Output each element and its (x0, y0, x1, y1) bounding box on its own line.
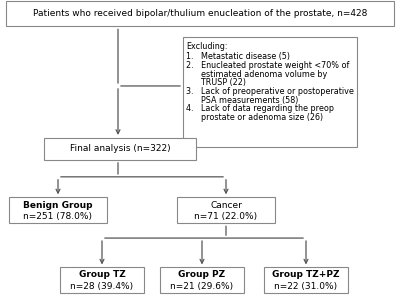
Text: Final analysis (n=322): Final analysis (n=322) (70, 144, 170, 154)
Text: 1.   Metastatic disease (5): 1. Metastatic disease (5) (186, 52, 290, 60)
Text: TRUSP (22): TRUSP (22) (186, 78, 246, 87)
FancyBboxPatch shape (6, 1, 394, 26)
FancyBboxPatch shape (60, 267, 144, 293)
Text: n=21 (29.6%): n=21 (29.6%) (170, 282, 234, 291)
Text: n=71 (22.0%): n=71 (22.0%) (194, 212, 258, 221)
Text: Group PZ: Group PZ (178, 270, 226, 279)
Text: n=28 (39.4%): n=28 (39.4%) (70, 282, 134, 291)
Text: Benign Group: Benign Group (23, 200, 93, 210)
FancyBboxPatch shape (177, 197, 275, 223)
Text: n=22 (31.0%): n=22 (31.0%) (274, 282, 338, 291)
FancyBboxPatch shape (44, 138, 196, 160)
Text: Group TZ+PZ: Group TZ+PZ (272, 270, 340, 279)
Text: estimated adenoma volume by: estimated adenoma volume by (186, 70, 328, 79)
Text: Patients who received bipolar/thulium enucleation of the prostate, n=428: Patients who received bipolar/thulium en… (33, 9, 367, 18)
Text: n=251 (78.0%): n=251 (78.0%) (24, 212, 92, 221)
Text: Group TZ: Group TZ (79, 270, 125, 279)
Text: Cancer: Cancer (210, 200, 242, 210)
FancyBboxPatch shape (160, 267, 244, 293)
FancyBboxPatch shape (183, 37, 357, 147)
Text: 2.   Enucleated prostate weight <70% of: 2. Enucleated prostate weight <70% of (186, 61, 350, 70)
Text: 3.   Lack of preoperative or postoperative: 3. Lack of preoperative or postoperative (186, 87, 354, 95)
FancyBboxPatch shape (264, 267, 348, 293)
FancyBboxPatch shape (9, 197, 107, 223)
Text: 4.   Lack of data regarding the preop: 4. Lack of data regarding the preop (186, 104, 334, 113)
Text: Excluding:: Excluding: (186, 42, 228, 51)
Text: prostate or adenoma size (26): prostate or adenoma size (26) (186, 113, 323, 122)
Text: PSA measurements (58): PSA measurements (58) (186, 96, 298, 105)
